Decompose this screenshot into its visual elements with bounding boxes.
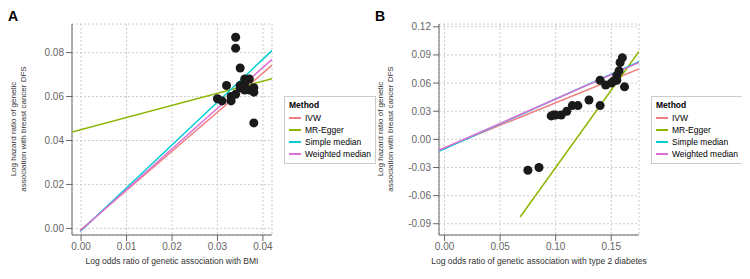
svg-text:0.02: 0.02 bbox=[162, 241, 182, 252]
svg-text:0.03: 0.03 bbox=[412, 106, 432, 117]
svg-text:-0.06: -0.06 bbox=[408, 190, 431, 201]
svg-text:0.00: 0.00 bbox=[412, 134, 432, 145]
svg-text:0.06: 0.06 bbox=[45, 91, 65, 102]
html-text:Simple median: Simple median bbox=[672, 136, 729, 147]
svg-text:0.12: 0.12 bbox=[412, 21, 432, 32]
svg-text:-0.09: -0.09 bbox=[408, 218, 431, 229]
svg-text:0.01: 0.01 bbox=[117, 241, 137, 252]
html-text:Log odds ratio of genetic asso: Log odds ratio of genetic association wi… bbox=[85, 256, 259, 266]
svg-text:0.03: 0.03 bbox=[208, 241, 228, 252]
html-text:Method: Method bbox=[289, 99, 320, 110]
html-text:MR-Egger: MR-Egger bbox=[672, 124, 711, 135]
html-text:Weighted median: Weighted median bbox=[305, 148, 371, 159]
html-text:Simple median: Simple median bbox=[305, 136, 362, 147]
svg-text:0.09: 0.09 bbox=[412, 49, 432, 60]
html-text:IVW: IVW bbox=[305, 112, 322, 123]
html-text:B: B bbox=[375, 8, 386, 24]
html-text:IVW: IVW bbox=[672, 112, 689, 123]
svg-text:0.04: 0.04 bbox=[253, 241, 273, 252]
svg-text:0.05: 0.05 bbox=[490, 241, 510, 252]
svg-text:0.02: 0.02 bbox=[45, 179, 65, 190]
svg-text:0.00: 0.00 bbox=[71, 241, 91, 252]
html-text:Log odds ratio of genetic asso: Log odds ratio of genetic association wi… bbox=[431, 256, 647, 266]
svg-text:0.15: 0.15 bbox=[601, 241, 621, 252]
svg-text:0.00: 0.00 bbox=[45, 223, 65, 234]
svg-text:0.08: 0.08 bbox=[45, 47, 65, 58]
svg-text:0.06: 0.06 bbox=[412, 78, 432, 89]
html-text:Method: Method bbox=[656, 99, 687, 110]
svg-text:Log hazard ratio of geneticass: Log hazard ratio of geneticassociation w… bbox=[376, 66, 395, 191]
html-text:MR-Egger: MR-Egger bbox=[305, 124, 344, 135]
svg-text:0.04: 0.04 bbox=[45, 135, 65, 146]
svg-text:Log hazard ratio of geneticass: Log hazard ratio of geneticassociation w… bbox=[9, 66, 28, 191]
html-text:A: A bbox=[8, 8, 19, 24]
svg-text:-0.03: -0.03 bbox=[408, 162, 431, 173]
html-text:Weighted median: Weighted median bbox=[672, 148, 738, 159]
svg-text:0.10: 0.10 bbox=[546, 241, 566, 252]
svg-text:0.00: 0.00 bbox=[435, 241, 455, 252]
